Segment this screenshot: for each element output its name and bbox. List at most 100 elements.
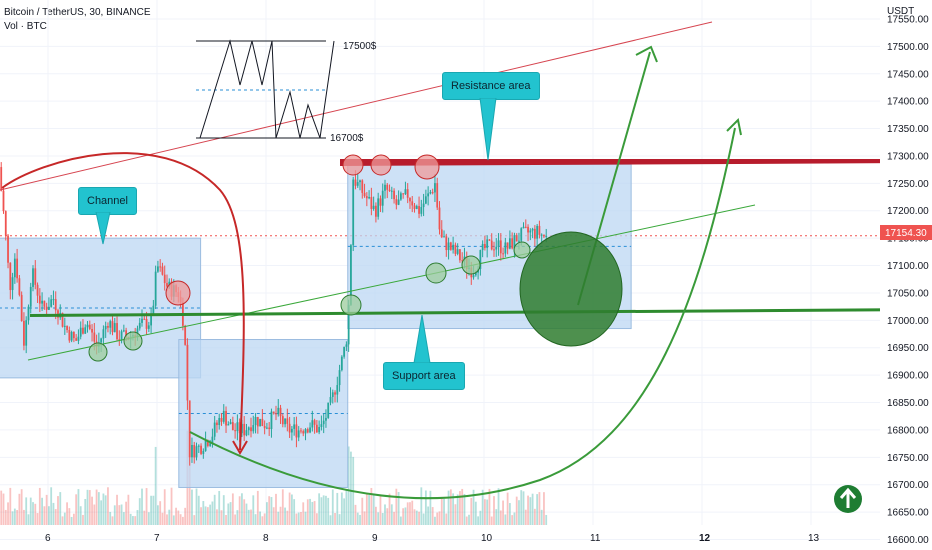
- volume-bar: [415, 510, 418, 525]
- volume-bar: [306, 499, 309, 525]
- candle-body: [388, 189, 391, 191]
- candle-body: [195, 446, 198, 458]
- candle-body: [275, 413, 277, 415]
- volume-bar: [27, 514, 30, 525]
- volume-bar: [361, 497, 364, 525]
- volume-bar: [463, 493, 466, 525]
- candle-body: [79, 327, 82, 337]
- time-tick: 9: [372, 533, 378, 544]
- candle-body: [540, 234, 543, 236]
- volume-bar: [379, 495, 382, 525]
- time-axis[interactable]: 6 7 8 9 10 11 12 13: [45, 533, 820, 544]
- candle-body: [161, 266, 164, 275]
- candle-body: [315, 424, 318, 433]
- volume-bar: [222, 495, 225, 525]
- candle-body: [159, 266, 162, 268]
- candle-body: [518, 240, 520, 242]
- candle-body: [338, 370, 341, 386]
- candle-body: [529, 230, 532, 233]
- candle-body: [91, 329, 93, 333]
- volume-bar: [23, 509, 25, 525]
- candle-body: [390, 190, 393, 192]
- volume-bar: [343, 498, 346, 525]
- volume-bar: [245, 503, 248, 525]
- candle-body: [188, 400, 191, 458]
- candle-body: [345, 344, 348, 347]
- inset-top-price: 17500$: [343, 41, 377, 52]
- candle-body: [250, 427, 252, 432]
- candle-body: [436, 183, 439, 208]
- volume-bar: [147, 512, 150, 525]
- volume-bar: [177, 510, 180, 525]
- volume-bar: [477, 516, 479, 525]
- volume-bar: [436, 512, 439, 525]
- candle-body: [241, 423, 243, 434]
- up-arrow-circle-icon[interactable]: [834, 485, 862, 513]
- candle-body: [495, 246, 498, 250]
- candle-body: [343, 346, 346, 357]
- volume-bar: [504, 514, 507, 525]
- volume-bar: [50, 487, 53, 525]
- candle-body: [381, 190, 384, 206]
- candle-body: [82, 327, 84, 334]
- candle-body: [497, 240, 500, 247]
- candle-body: [77, 336, 80, 341]
- time-tick: 12: [699, 533, 711, 544]
- candle-body: [48, 306, 50, 310]
- volume-bar: [150, 495, 152, 525]
- support-touch: [425, 262, 447, 284]
- volume-bar: [327, 497, 330, 525]
- candle-body: [533, 228, 536, 239]
- candle-body: [256, 417, 259, 427]
- volume-bar: [493, 496, 495, 525]
- chart-title[interactable]: Bitcoin / TetherUS, 30, BINANCE: [4, 7, 151, 18]
- candle-body: [204, 440, 207, 451]
- volume-bar: [161, 512, 164, 525]
- candle-body: [302, 431, 305, 434]
- volume-bar: [61, 516, 64, 525]
- candle-body: [506, 242, 509, 249]
- volume-bar: [45, 494, 48, 525]
- volume-bar: [365, 494, 368, 525]
- candle-body: [406, 189, 409, 198]
- price-tick: 17550.00: [887, 14, 929, 25]
- volume-bar: [216, 509, 218, 525]
- range-boxes: [0, 163, 632, 488]
- volume-bar: [422, 513, 425, 525]
- candle-body: [200, 445, 202, 454]
- volume-bar: [172, 515, 175, 525]
- candle-body: [459, 249, 461, 261]
- candle-body: [538, 225, 541, 235]
- volume-bar: [104, 495, 107, 525]
- volume-bar: [259, 511, 261, 525]
- candle-body: [372, 205, 375, 209]
- candle-body: [279, 407, 282, 417]
- volume-bar: [113, 505, 116, 525]
- red-trendline: [0, 21, 713, 191]
- volume-bar: [152, 495, 155, 525]
- candle-body: [370, 196, 373, 209]
- candle-body: [45, 306, 48, 310]
- volume-bar: [524, 509, 527, 525]
- volume-bar: [545, 514, 548, 525]
- volume-bar: [404, 507, 407, 525]
- green-trendline: [27, 204, 756, 361]
- candle-body: [545, 235, 548, 237]
- candle-body: [52, 299, 55, 301]
- candle-body: [424, 196, 427, 204]
- candle-body: [327, 402, 330, 418]
- inset-bottom-price: 16700$: [330, 133, 364, 144]
- candle-body: [490, 240, 493, 250]
- candle-body: [379, 198, 382, 206]
- volume-bar: [508, 503, 511, 525]
- candle-body: [399, 193, 402, 200]
- candle-body: [225, 410, 227, 426]
- volume-bar: [338, 514, 341, 525]
- candle-body: [270, 411, 273, 429]
- candle-body: [445, 236, 448, 251]
- volume-bar: [411, 500, 414, 525]
- price-tick: 17400.00: [887, 97, 929, 108]
- volume-bar: [420, 487, 423, 525]
